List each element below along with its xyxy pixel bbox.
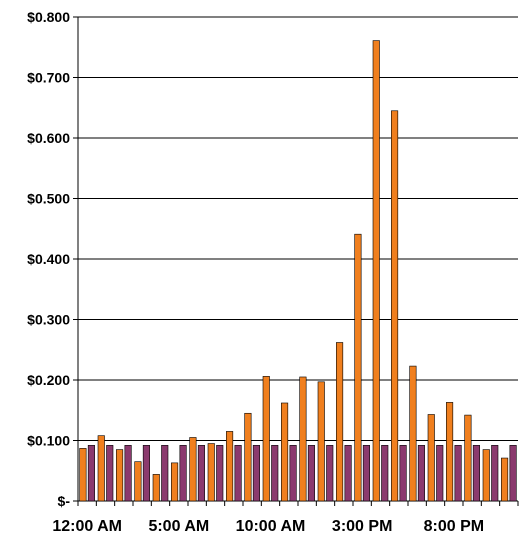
bar — [189, 437, 197, 502]
bar — [271, 445, 279, 502]
y-tick-label: $0.500 — [27, 191, 70, 207]
x-ticks: 12:00 AM 5:00 AM 10:00 AM 3:00 PM 8:00 PM — [52, 501, 519, 535]
bar — [307, 445, 315, 502]
bar — [391, 110, 399, 502]
bar — [491, 445, 499, 502]
x-tick-label: 12:00 AM — [52, 518, 122, 535]
x-tick-label: 10:00 AM — [236, 518, 306, 535]
y-ticks: $- $0.100 $0.200 $0.300 $0.400 $0.500 $0.600 $0… — [27, 9, 78, 509]
bar — [464, 414, 472, 502]
bar — [354, 233, 362, 502]
y-tick-label: $0.700 — [27, 70, 70, 86]
bar — [262, 376, 270, 502]
y-tick-label: $0.200 — [27, 372, 70, 388]
bar — [289, 445, 297, 502]
bar — [244, 412, 252, 502]
bar — [436, 445, 444, 502]
bar — [87, 445, 95, 502]
bar — [97, 435, 105, 502]
y-tick-label: $0.400 — [27, 251, 70, 267]
bar — [171, 462, 179, 502]
bar — [281, 402, 289, 502]
bar — [472, 445, 480, 502]
bar — [179, 445, 187, 502]
bar — [372, 40, 380, 502]
bar — [216, 445, 224, 502]
series-2 — [87, 445, 517, 502]
bar — [226, 431, 234, 502]
x-tick-label: 5:00 AM — [148, 518, 209, 535]
y-tick-label: $0.300 — [27, 312, 70, 328]
y-tick-label: $- — [58, 493, 71, 509]
bar — [299, 376, 307, 502]
gridlines — [78, 16, 518, 441]
y-tick-label: $0.800 — [27, 9, 70, 25]
bar — [106, 445, 114, 502]
bar — [116, 449, 124, 502]
bar — [152, 474, 160, 502]
bar — [336, 342, 344, 502]
bar — [409, 365, 417, 502]
y-tick-label: $0.600 — [27, 130, 70, 146]
bar — [124, 445, 132, 502]
bar — [142, 445, 150, 502]
bar — [344, 445, 352, 502]
bar — [197, 445, 205, 502]
bar — [134, 461, 142, 502]
bars — [79, 40, 517, 502]
bar — [234, 445, 242, 502]
bar — [317, 381, 325, 502]
bar — [79, 448, 87, 502]
bar — [417, 445, 425, 502]
bar — [207, 443, 215, 502]
bar — [381, 445, 389, 502]
bar — [362, 445, 370, 502]
x-tick-label: 8:00 PM — [424, 518, 484, 535]
bar — [446, 402, 454, 502]
bar — [161, 445, 169, 502]
bar — [509, 445, 517, 502]
x-tick-label: 3:00 PM — [332, 518, 392, 535]
series-1 — [79, 40, 509, 502]
bar — [252, 445, 260, 502]
bar — [427, 414, 435, 502]
bar — [482, 449, 490, 502]
bar — [399, 445, 407, 502]
bar — [326, 445, 334, 502]
bar — [454, 445, 462, 502]
bar — [501, 457, 509, 502]
y-tick-label: $0.100 — [27, 433, 70, 449]
